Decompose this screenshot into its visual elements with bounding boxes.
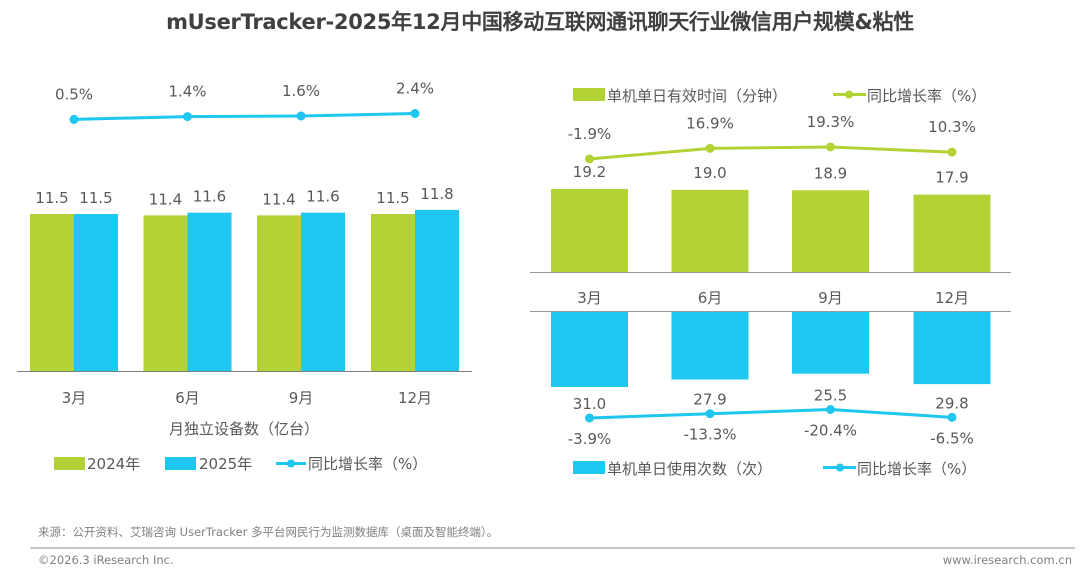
bar-2024-0	[30, 214, 74, 371]
daily-time-bar-1	[671, 189, 749, 272]
right-bottom-chart: -3.9% 31.0 -13.3% 27.9 -20.4% 25.5 -6.5% 29.8 单…	[530, 311, 1011, 478]
usage-count-bar-3	[913, 312, 991, 385]
usage-count-bar-0	[551, 312, 628, 387]
left-x-axis-title: 月独立设备数（亿台）	[169, 420, 319, 438]
left-x-tick-1: 6月	[175, 389, 200, 407]
time-growth-label-2: 19.3%	[807, 113, 855, 131]
count-growth-point-2	[826, 405, 835, 414]
legend-marker-growth	[287, 459, 295, 468]
daily-time-bar-3	[913, 194, 991, 272]
usage-count-label-2: 25.5	[814, 387, 847, 405]
count-growth-point-0	[585, 413, 594, 423]
bar-label-2024-2: 11.4	[262, 190, 295, 208]
left-x-tick-3: 12月	[398, 389, 432, 407]
left-growth-point-2	[296, 111, 306, 121]
time-growth-point-3	[947, 147, 957, 157]
legend-label-usage-count: 单机单日使用次数（次）	[607, 460, 772, 478]
time-growth-point-0	[585, 154, 594, 164]
legend-swatch-2025	[165, 457, 196, 470]
daily-time-label-0: 19.2	[573, 163, 606, 181]
bar-label-2025-3: 11.8	[420, 185, 453, 203]
legend-swatch-usage-count	[573, 461, 605, 474]
count-growth-label-1: -13.3%	[683, 426, 736, 444]
right-top-chart: 单机单日有效时间（分钟） 同比增长率（%） 19.2 19.0 18.9 17.9 -…	[530, 87, 1011, 273]
chart-title: mUserTracker-2025年12月中国移动互联网通讯聊天行业微信用户规模…	[166, 10, 914, 34]
time-growth-point-2	[826, 142, 835, 152]
daily-time-label-1: 19.0	[693, 164, 726, 182]
right-top-legend: 单机单日有效时间（分钟） 同比增长率（%）	[573, 87, 986, 105]
time-growth-label-3: 10.3%	[928, 118, 976, 136]
legend-label-2024: 2024年	[87, 455, 140, 473]
right-x-tick-3: 12月	[935, 289, 969, 307]
bar-label-2024-1: 11.4	[149, 190, 182, 208]
left-growth-point-1	[183, 112, 192, 122]
count-growth-point-3	[947, 412, 957, 422]
bar-label-2024-3: 11.5	[376, 189, 409, 207]
legend-label-time-growth: 同比增长率（%）	[867, 87, 986, 105]
usage-count-label-0: 31.0	[573, 395, 606, 413]
right-x-tick-1: 6月	[698, 289, 723, 307]
usage-count-label-3: 29.8	[935, 394, 968, 412]
bar-label-2025-0: 11.5	[79, 189, 112, 207]
left-growth-label-0: 0.5%	[55, 85, 93, 103]
count-growth-label-0: -3.9%	[568, 430, 612, 448]
right-bottom-legend: 单机单日使用次数（次） 同比增长率（%）	[573, 460, 976, 478]
daily-time-label-3: 17.9	[935, 169, 968, 187]
copyright: ©2026.3 iResearch Inc.	[38, 553, 174, 567]
source-note: 来源：公开资料、艾瑞咨询 UserTracker 多平台网民行为监测数据库（桌面…	[38, 525, 499, 539]
bar-2025-2	[301, 212, 345, 371]
left-legend: 2024年 2025年 同比增长率（%）	[54, 455, 427, 473]
time-growth-label-1: 16.9%	[686, 114, 734, 132]
count-growth-label-2: -20.4%	[804, 422, 857, 440]
bar-2024-1	[143, 215, 188, 371]
left-growth-label-1: 1.4%	[168, 83, 206, 101]
legend-marker-count-growth	[836, 463, 844, 472]
legend-label-2025: 2025年	[199, 455, 252, 473]
left-x-tick-2: 9月	[289, 389, 314, 407]
left-growth-point-0	[69, 114, 79, 124]
legend-swatch-daily-time	[573, 88, 605, 101]
left-growth-label-3: 2.4%	[396, 80, 434, 98]
daily-time-bar-0	[551, 189, 628, 272]
bar-2024-3	[371, 214, 415, 371]
left-growth-point-3	[410, 109, 420, 118]
count-growth-point-1	[705, 409, 715, 419]
left-growth-line	[73, 112, 416, 121]
usage-count-label-1: 27.9	[693, 391, 726, 409]
legend-label-count-growth: 同比增长率（%）	[857, 460, 976, 478]
website-link[interactable]: www.iresearch.com.cn	[942, 553, 1072, 567]
bar-2025-3	[415, 209, 459, 371]
count-growth-line	[589, 407, 953, 420]
right-x-tick-2: 9月	[818, 289, 843, 307]
daily-time-bar-2	[792, 190, 869, 272]
bar-2025-1	[187, 212, 232, 371]
bar-label-2024-0: 11.5	[35, 189, 68, 207]
bar-2025-0	[74, 214, 118, 371]
legend-marker-time-growth	[845, 90, 853, 99]
usage-count-bar-2	[792, 312, 869, 374]
time-growth-label-0: -1.9%	[568, 125, 612, 143]
legend-label-daily-time: 单机单日有效时间（分钟）	[607, 87, 787, 105]
bar-2024-2	[257, 215, 301, 371]
legend-swatch-2024	[54, 457, 85, 470]
right-x-tick-0: 3月	[577, 289, 602, 307]
right-category-ticks: 3月 6月 9月 12月	[577, 289, 969, 307]
time-growth-point-1	[705, 143, 715, 153]
daily-time-label-2: 18.9	[814, 164, 847, 182]
count-growth-label-3: -6.5%	[930, 429, 974, 447]
left-chart: 11.5 11.4 11.4 11.5 11.5 11.6 11.6 11.8 0.5% 1.4…	[17, 80, 472, 473]
usage-count-bar-1	[671, 312, 749, 380]
left-x-tick-0: 3月	[62, 389, 87, 407]
time-growth-line	[589, 145, 953, 161]
bar-label-2025-1: 11.6	[193, 188, 226, 206]
bar-label-2025-2: 11.6	[306, 188, 339, 206]
footer-divider	[30, 547, 1075, 549]
left-growth-label-2: 1.6%	[282, 82, 320, 100]
legend-label-growth: 同比增长率（%）	[308, 455, 427, 473]
